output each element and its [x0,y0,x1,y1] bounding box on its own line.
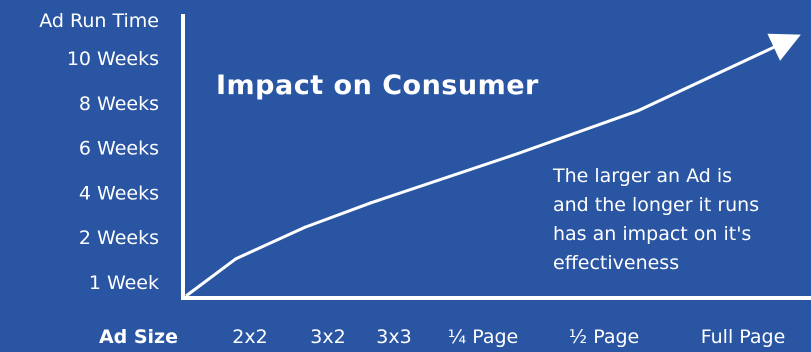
x-tick-label: 3x2 [310,326,345,348]
x-tick-label: Full Page [701,326,786,348]
x-tick-label: 3x3 [376,326,411,348]
y-tick-label: 6 Weeks [79,138,159,160]
annotation-line-1: The larger an Ad is [552,165,732,187]
data-point [788,38,792,42]
y-axis-label: Ad Run Time [39,10,159,32]
x-axis-label: Ad Size [99,326,178,348]
chart-title: Impact on Consumer [216,70,539,101]
annotation: The larger an Ad is and the longer it ru… [552,165,765,274]
y-tick-label: 4 Weeks [79,182,159,204]
annotation-line-2: and the longer it runs [553,194,759,216]
data-point [515,152,519,156]
x-tick-label: ½ Page [569,326,639,348]
y-tick-label: 1 Week [89,272,159,294]
x-tick-label: 2x2 [232,326,267,348]
y-tick-label: 10 Weeks [67,48,159,70]
data-point [369,201,373,205]
y-tick-label: 2 Weeks [79,227,159,249]
data-point [636,109,640,113]
y-tick-label: 8 Weeks [79,93,159,115]
data-point [234,257,238,261]
data-point [303,225,307,229]
x-tick-label: ¼ Page [448,326,518,348]
annotation-line-3: has an impact on it's [553,223,751,245]
annotation-line-4: effectiveness [553,252,679,274]
